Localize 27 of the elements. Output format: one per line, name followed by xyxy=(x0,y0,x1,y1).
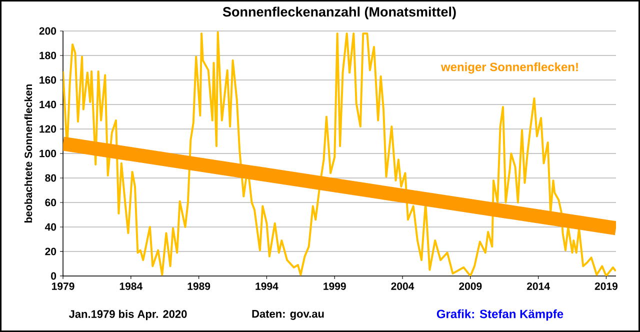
annotation: weniger Sonnenflecken! xyxy=(440,62,578,74)
y-tick-label: 80 xyxy=(45,174,56,182)
y-tick-label: 120 xyxy=(40,125,56,133)
y-tick-label: 60 xyxy=(45,198,56,206)
x-tick-label: 2009 xyxy=(459,282,482,290)
y-axis-title: beobachtete Sonnenflecken xyxy=(24,84,32,223)
chart-title: Sonnenfleckenanzahl (Monatsmittel) xyxy=(222,6,456,20)
y-tick-label: 40 xyxy=(44,223,56,231)
x-tick-label: 1994 xyxy=(256,282,278,290)
text: Grafik: Stefan Kämpfe xyxy=(436,309,564,321)
y-tick-label: 200 xyxy=(39,27,56,35)
x-tick-label: 2014 xyxy=(526,282,550,290)
y-tick-label: 160 xyxy=(40,76,56,84)
y-tick-label: 20 xyxy=(45,248,56,256)
y-tick-label: 180 xyxy=(40,52,56,60)
x-tick-label: 1999 xyxy=(324,282,346,290)
y-tick-label: 0 xyxy=(51,272,56,280)
x-tick-label: 2004 xyxy=(391,282,414,290)
x-tick-label: 1989 xyxy=(188,282,210,290)
text: Jan.1979 bis Apr. 2020 xyxy=(68,310,187,320)
text: Daten: gov.au xyxy=(252,310,324,320)
y-tick-label: 140 xyxy=(40,100,56,108)
x-tick-label: 1984 xyxy=(120,282,143,290)
x-tick-label: 2019 xyxy=(594,282,618,290)
line-series xyxy=(63,31,616,276)
x-tick-label: 1979 xyxy=(52,282,74,290)
y-tick-label: 100 xyxy=(40,150,56,158)
